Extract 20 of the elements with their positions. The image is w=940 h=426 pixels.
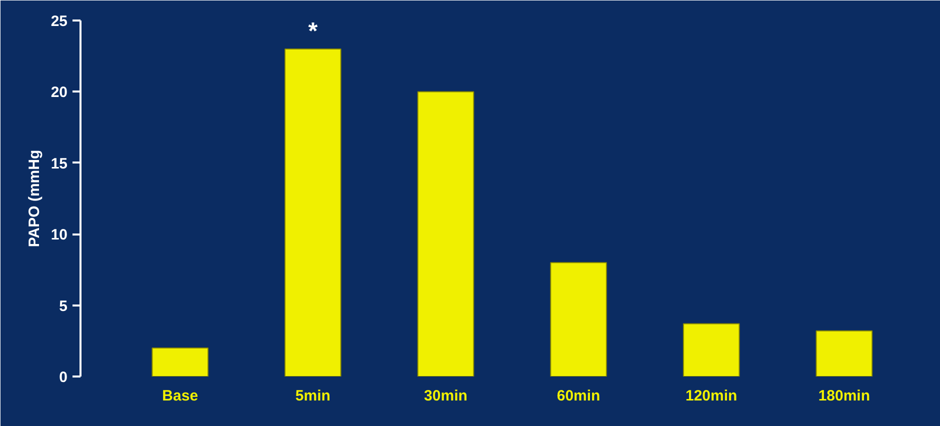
- x-tick-label: 60min: [556, 388, 600, 404]
- y-tick-label: 5: [59, 298, 68, 315]
- bar: [682, 323, 740, 376]
- bar: [550, 262, 607, 376]
- x-tick-label: 180min: [818, 388, 870, 404]
- y-tick-label: 20: [50, 84, 68, 102]
- y-axis-title: PAPO (mmHg: [26, 150, 43, 248]
- bar: [152, 348, 208, 376]
- y-tick-label: 10: [50, 226, 68, 244]
- x-tick-label: 30min: [424, 388, 468, 404]
- y-tick-label: 15: [50, 155, 68, 172]
- x-tick-label: 5min: [295, 388, 330, 404]
- bar: [284, 48, 342, 376]
- x-tick-label: Base: [162, 388, 198, 404]
- x-tick-label: 120min: [686, 388, 738, 404]
- bar: [816, 330, 873, 376]
- bar: [417, 91, 474, 376]
- y-tick-label: 25: [50, 13, 68, 30]
- y-tick-label: 0: [59, 369, 68, 386]
- annotation: *: [308, 18, 318, 45]
